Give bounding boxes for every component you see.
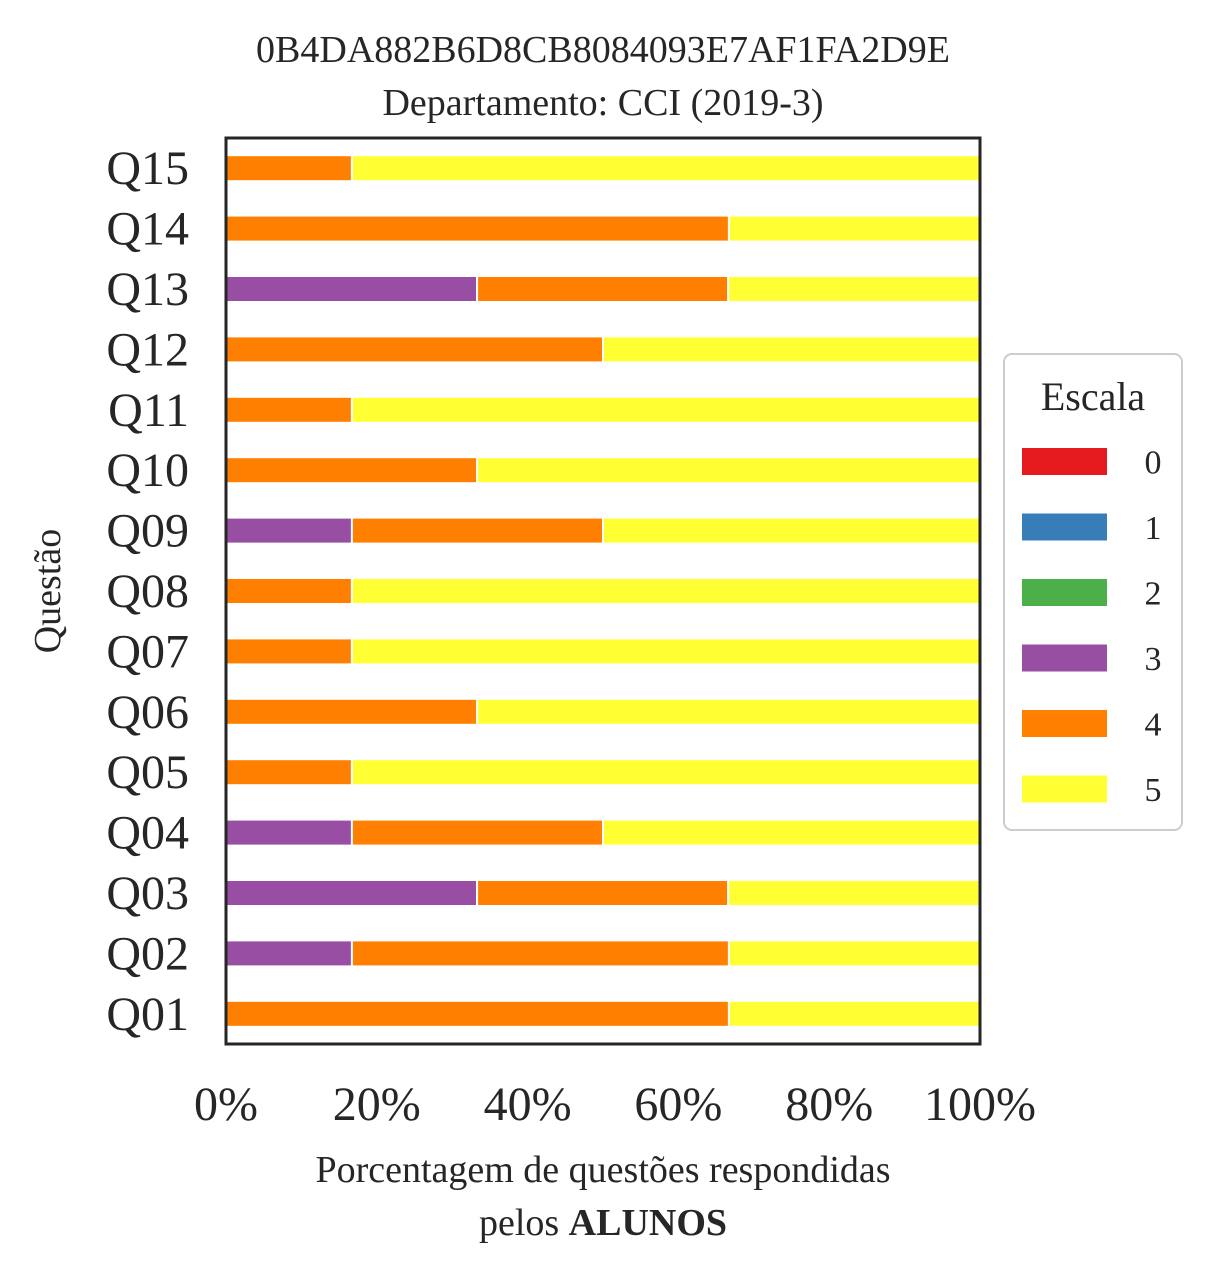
y-tick-label: Q06 <box>106 686 189 739</box>
bar-Q13-scale-3 <box>225 275 479 303</box>
y-tick-label: Q13 <box>106 263 189 316</box>
bar-Q05-scale-4 <box>225 758 353 787</box>
y-tick-label: Q11 <box>108 384 189 437</box>
bar-Q12-scale-5 <box>602 335 981 364</box>
y-tick-label: Q15 <box>106 142 189 195</box>
bar-Q03-scale-5 <box>727 879 981 907</box>
y-tick-label: Q08 <box>106 565 189 618</box>
bar-Q09-scale-4 <box>350 516 604 545</box>
y-tick-label: Q12 <box>106 323 189 376</box>
x-tick-labels: 0% 20% 40% 60% 80% 100% <box>194 1078 1036 1131</box>
bar-Q04-scale-4 <box>350 818 604 847</box>
bar-Q07-scale-4 <box>225 637 353 666</box>
plot-frame <box>224 136 982 1046</box>
legend-label-5: 5 <box>1145 772 1162 809</box>
y-tick-label: Q14 <box>106 203 189 256</box>
legend-swatch-5 <box>1022 775 1107 803</box>
x-tick-label: 0% <box>194 1078 258 1131</box>
x-axis-label-bold: ALUNOS <box>569 1202 727 1244</box>
x-tick-label: 100% <box>924 1078 1036 1131</box>
bar-Q14-scale-4 <box>225 214 730 243</box>
bar-Q02-scale-4 <box>350 939 730 968</box>
bar-Q06-scale-5 <box>476 697 981 726</box>
legend-label-4: 4 <box>1145 707 1162 744</box>
y-tick-label: Q01 <box>106 988 189 1041</box>
x-axis-label-prefix: pelos <box>479 1202 569 1244</box>
bars-group <box>225 154 982 1028</box>
bar-Q08-scale-5 <box>350 577 981 605</box>
legend-title: Escala <box>1041 374 1146 419</box>
legend-swatch-0 <box>1022 448 1107 475</box>
bar-Q11-scale-5 <box>350 395 981 424</box>
bar-Q10-scale-5 <box>476 456 981 485</box>
bar-Q02-scale-5 <box>727 939 982 968</box>
bar-Q04-scale-5 <box>602 818 981 847</box>
bar-Q05-scale-5 <box>350 758 981 787</box>
y-tick-label: Q04 <box>106 807 189 860</box>
legend: Escala 0 1 2 3 4 5 <box>1003 353 1183 831</box>
bar-Q09-scale-5 <box>602 516 981 545</box>
y-axis-label: Questão <box>27 529 69 654</box>
bar-Q08-scale-4 <box>225 577 353 605</box>
y-tick-label: Q03 <box>106 867 189 920</box>
y-tick-label: Q02 <box>106 927 189 980</box>
y-tick-labels: Q01 Q02 Q03 Q04 Q05 Q06 Q07 Q08 Q09 Q10 Q11 Q12 Q13 Q… <box>106 142 189 1041</box>
x-tick-label: 60% <box>634 1078 722 1131</box>
x-tick-label: 20% <box>333 1078 421 1131</box>
bar-Q03-scale-4 <box>476 879 730 907</box>
chart-subtitle: Departamento: CCI (2019-3) <box>382 82 823 124</box>
bar-Q07-scale-5 <box>350 637 981 666</box>
legend-label-1: 1 <box>1145 510 1162 547</box>
y-tick-label: Q05 <box>106 746 189 799</box>
legend-swatch-3 <box>1022 644 1107 672</box>
legend-label-3: 3 <box>1145 641 1162 678</box>
bar-Q14-scale-5 <box>727 214 982 243</box>
bar-Q03-scale-3 <box>225 879 479 907</box>
x-axis-label: Porcentagem de questões respondidas <box>315 1149 890 1191</box>
x-tick-label: 80% <box>785 1078 873 1131</box>
bar-Q13-scale-4 <box>476 275 730 303</box>
legend-swatch-1 <box>1022 513 1107 541</box>
legend-items: 0 1 2 3 4 5 <box>1022 445 1162 809</box>
bar-Q09-scale-3 <box>225 516 353 545</box>
bar-Q06-scale-4 <box>225 697 479 726</box>
legend-label-0: 0 <box>1145 445 1162 482</box>
legend-swatch-2 <box>1022 579 1107 606</box>
bar-Q02-scale-3 <box>225 939 353 968</box>
bar-Q15-scale-5 <box>350 154 981 183</box>
bar-Q12-scale-4 <box>225 335 604 364</box>
bar-Q01-scale-4 <box>225 999 730 1028</box>
y-tick-label: Q09 <box>106 505 189 558</box>
bar-Q01-scale-5 <box>727 999 982 1028</box>
x-tick-label: 40% <box>484 1078 572 1131</box>
bar-Q11-scale-4 <box>225 395 353 424</box>
chart-title: 0B4DA882B6D8CB8084093E7AF1FA2D9E <box>256 29 950 71</box>
y-tick-label: Q07 <box>106 625 189 678</box>
bar-Q10-scale-4 <box>225 456 479 485</box>
x-axis-label-line2: pelos ALUNOS <box>479 1202 727 1244</box>
y-tick-label: Q10 <box>106 444 189 497</box>
legend-label-2: 2 <box>1145 576 1162 613</box>
bar-Q04-scale-3 <box>225 818 353 847</box>
legend-swatch-4 <box>1022 710 1107 737</box>
bar-Q15-scale-4 <box>225 154 353 183</box>
bar-Q13-scale-5 <box>727 275 981 303</box>
